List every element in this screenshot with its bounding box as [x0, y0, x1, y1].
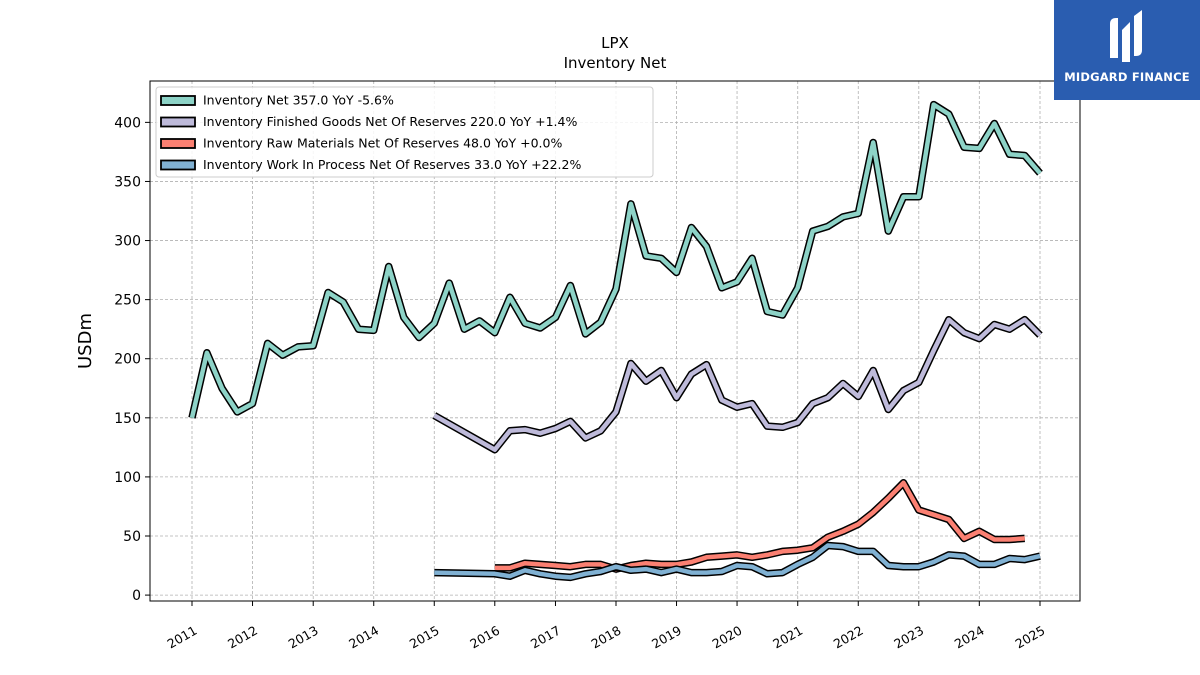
y-tick-label: 100 — [114, 470, 141, 486]
legend-label-3: Inventory Work In Process Net Of Reserve… — [203, 157, 581, 172]
legend-swatch-1 — [160, 116, 196, 128]
legend-swatch-3 — [160, 159, 196, 171]
y-tick-label: 250 — [114, 293, 141, 309]
x-tick-label: 2019 — [649, 623, 684, 652]
legend-label-0: Inventory Net 357.0 YoY -5.6% — [203, 93, 394, 108]
legend-swatch-0 — [160, 95, 196, 106]
x-tick-label: 2018 — [588, 623, 623, 652]
x-tick-label: 2025 — [1012, 623, 1047, 652]
legend-label-1: Inventory Finished Goods Net Of Reserves… — [203, 114, 577, 129]
y-tick-label: 50 — [123, 529, 141, 545]
y-tick-label: 400 — [114, 115, 141, 131]
legend-swatch-2 — [160, 138, 196, 149]
series-line-3 — [434, 543, 1041, 580]
y-tick-label: 200 — [114, 352, 141, 368]
legend: Inventory Net 357.0 YoY -5.6% Inventory F… — [155, 86, 654, 178]
x-tick-label: 2024 — [952, 623, 987, 652]
series-line-0 — [189, 102, 1042, 419]
x-tick-label: 2017 — [528, 623, 563, 652]
chart-subtitle: Inventory Net — [564, 54, 667, 72]
x-tick-label: 2016 — [467, 623, 502, 652]
series-layer — [188, 100, 1043, 582]
x-tick-label: 2012 — [225, 623, 260, 652]
x-axis: 2011 2012 2013 2014 2015 2016 2017 2018 2019 2020… — [164, 601, 1048, 652]
y-axis-label: USDm — [75, 313, 96, 369]
y-tick-label: 0 — [132, 588, 141, 604]
logo-mark-icon — [1110, 10, 1142, 62]
x-tick-label: 2020 — [709, 623, 744, 652]
x-tick-label: 2014 — [346, 623, 381, 652]
x-tick-label: 2011 — [164, 623, 199, 652]
x-tick-label: 2021 — [770, 623, 805, 652]
y-tick-label: 150 — [114, 411, 141, 427]
x-tick-label: 2023 — [891, 623, 926, 652]
y-tick-label: 300 — [114, 234, 141, 250]
logo-text: MIDGARD FINANCE — [1064, 70, 1190, 84]
series-line-1 — [433, 317, 1042, 452]
x-tick-label: 2013 — [286, 623, 321, 652]
midgard-finance-logo: MIDGARD FINANCE — [1054, 0, 1200, 100]
y-tick-label: 350 — [114, 174, 141, 190]
x-tick-label: 2022 — [831, 623, 866, 652]
plot-frame — [149, 80, 1081, 602]
series-line-2 — [494, 480, 1025, 572]
chart-title: LPX — [601, 34, 629, 52]
legend-label-2: Inventory Raw Materials Net Of Reserves … — [203, 136, 562, 151]
y-axis: 0 50 100 150 200 250 300 350 400 — [114, 115, 150, 604]
legend-box — [155, 86, 654, 178]
x-tick-label: 2015 — [407, 623, 442, 652]
